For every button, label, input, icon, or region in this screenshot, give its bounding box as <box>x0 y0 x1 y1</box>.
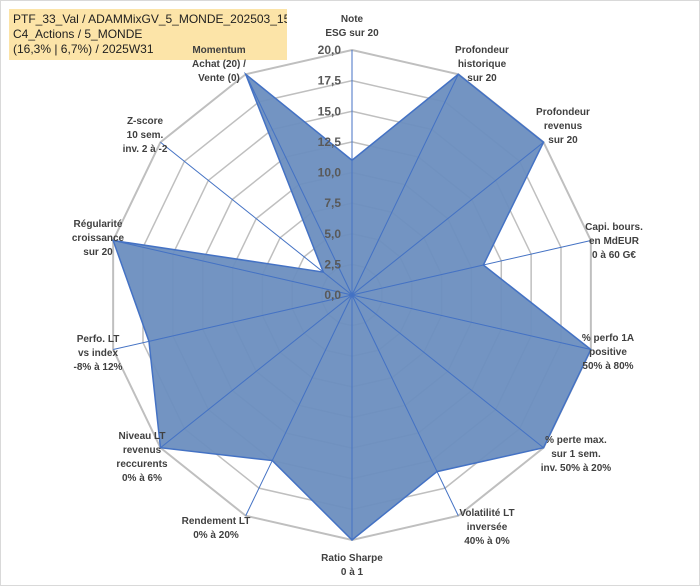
axis-label: 40% à 0% <box>464 536 510 547</box>
axis-label: 10 sem. <box>127 130 164 141</box>
axis-label: Achat (20) / <box>192 59 246 70</box>
axis-label: Momentum <box>192 45 245 56</box>
axis-label: Profondeur <box>455 45 509 56</box>
series-spoke <box>351 74 459 296</box>
axis-label: croissance <box>72 233 125 244</box>
axis-label: reccurents <box>116 459 168 470</box>
tick-label: 20,0 <box>318 43 342 57</box>
axis-label: Profondeur <box>536 107 590 118</box>
axis-label: inversée <box>467 522 508 533</box>
series-spoke <box>271 294 353 461</box>
title-line-3: (16,3% | 6,7%) / 2025W31 <box>13 42 154 56</box>
tick-label: 5,0 <box>324 227 341 241</box>
series-spoke <box>351 294 544 449</box>
axis-label: sur 1 sem. <box>551 449 601 460</box>
axis-label: 50% à 80% <box>582 361 633 372</box>
axis-label: sur 20 <box>467 73 497 84</box>
axis-label: -8% à 12% <box>74 362 123 373</box>
axis-label: Ratio Sharpe <box>321 553 383 564</box>
axis-label: positive <box>589 347 627 358</box>
axis-label: Volatilité LT <box>459 508 514 519</box>
tick-label: 12,5 <box>318 135 342 149</box>
tick-label: 10,0 <box>318 166 342 180</box>
axis-label: 0 à 60 G€ <box>592 250 636 261</box>
radar-tick-labels: 0,0 2,5 5,0 7,5 10,0 12,5 15,0 17,5 20,0 <box>318 43 342 302</box>
tick-label: 15,0 <box>318 104 342 118</box>
axis-label: inv. 2 à -2 <box>123 144 168 155</box>
axis-label: Rendement LT <box>182 516 251 527</box>
chart-title-box: PTF_33_Val / ADAMMixGV_5_MONDE_202503_15… <box>9 9 287 60</box>
radar-series <box>112 71 592 542</box>
axis-label: Niveau LT <box>118 431 165 442</box>
axis-label: vs index <box>78 348 118 359</box>
series-spoke <box>351 294 438 472</box>
axis-label: % perfo 1A <box>582 333 634 344</box>
axis-spoke <box>160 141 353 296</box>
axis-label: revenus <box>544 121 583 132</box>
axis-label: Z-score <box>127 116 164 127</box>
tick-label: 0,0 <box>324 288 341 302</box>
axis-label: ESG sur 20 <box>325 28 379 39</box>
axis-label: en MdEUR <box>589 236 640 247</box>
axis-label: revenus <box>123 445 162 456</box>
axis-label: Capi. bours. <box>585 222 643 233</box>
axis-label: 0 à 1 <box>341 567 364 578</box>
momentum-highlight <box>185 43 253 56</box>
series-spoke <box>113 239 353 296</box>
series-spoke <box>351 294 591 351</box>
series-spoke <box>160 294 353 449</box>
radar-axis-labels: Note ESG sur 20 Profondeur historique sur 20… <box>72 14 643 578</box>
axis-label: 0% à 20% <box>193 530 239 541</box>
axis-label: Vente (0) <box>198 73 240 84</box>
series-spoke <box>351 264 484 296</box>
axis-label: inv. 50% à 20% <box>541 463 612 474</box>
series-spoke <box>351 141 544 296</box>
series-spoke <box>322 271 353 296</box>
title-line-1: PTF_33_Val / ADAMMixGV_5_MONDE_202503_15… <box>13 12 287 26</box>
axis-label: Régularité <box>74 219 123 230</box>
axis-label: historique <box>458 59 507 70</box>
tick-label: 17,5 <box>318 74 342 88</box>
series-spoke <box>245 74 353 296</box>
axis-label: Note <box>341 14 364 25</box>
axis-label: sur 20 <box>548 135 578 146</box>
axis-label: % perte max. <box>545 435 607 446</box>
axis-label: 0% à 6% <box>122 473 162 484</box>
title-line-2: C4_Actions / 5_MONDE <box>13 27 143 41</box>
series-spoke <box>148 294 353 342</box>
axis-label: Perfo. LT <box>77 334 120 345</box>
tick-label: 2,5 <box>324 257 341 271</box>
axis-label: sur 20 <box>83 247 113 258</box>
tick-label: 7,5 <box>324 196 341 210</box>
